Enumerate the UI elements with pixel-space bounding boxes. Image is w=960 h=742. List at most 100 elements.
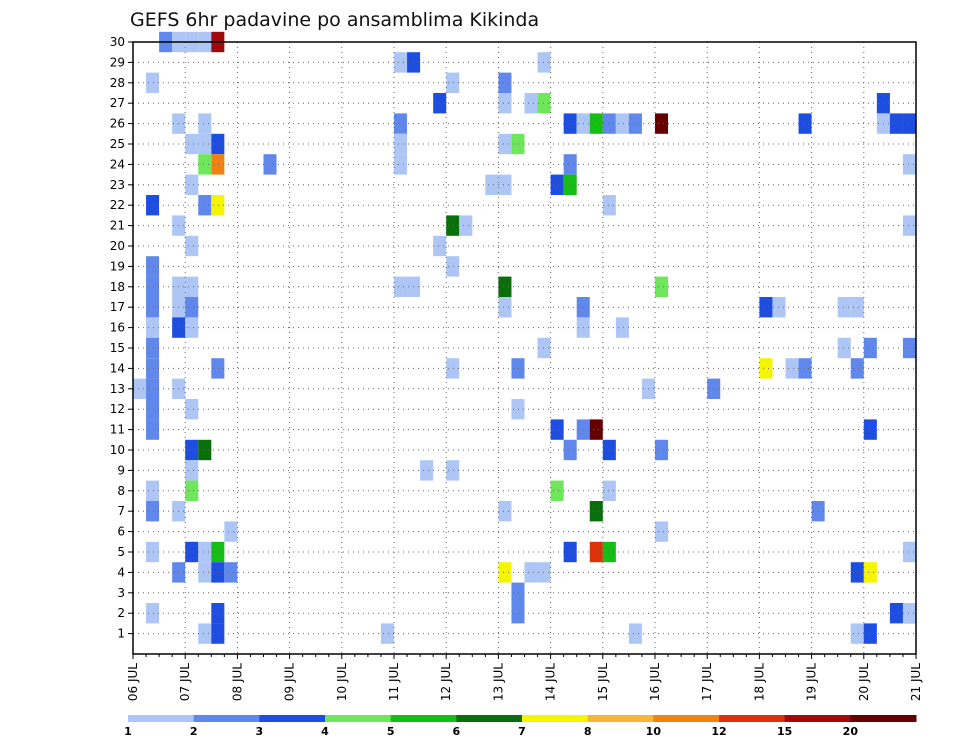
heat-cell	[759, 358, 773, 379]
heat-cell	[902, 113, 916, 134]
y-tick-label: 5	[117, 545, 125, 559]
colorbar-label: 7	[518, 725, 526, 738]
heat-cell	[563, 174, 577, 195]
heat-cell	[524, 93, 538, 114]
heat-cell	[902, 541, 916, 563]
heat-cell	[446, 358, 460, 379]
heat-cell	[589, 541, 603, 563]
heat-cell	[446, 215, 460, 236]
heat-cell	[185, 399, 199, 420]
x-tick-label: 20 JUL	[857, 663, 871, 701]
y-tick-label: 28	[110, 76, 125, 90]
heat-cell	[185, 480, 199, 501]
heat-cell	[146, 276, 160, 297]
x-tick-label: 09 JUL	[283, 663, 297, 701]
y-tick-label: 23	[110, 178, 125, 192]
colorbar: 1 2 3 4 5 6 7 8 10 12 15 20	[124, 715, 917, 738]
heat-cell	[185, 235, 199, 257]
heat-cell	[498, 297, 512, 318]
x-tick-label: 16 JUL	[648, 663, 662, 701]
y-tick-label: 4	[117, 565, 125, 579]
colorbar-label: 15	[777, 725, 792, 738]
heat-cell	[211, 154, 225, 175]
colorbar-segment	[850, 715, 917, 722]
heat-cell	[420, 460, 434, 481]
heat-cell	[433, 235, 447, 257]
x-tick-label: 14 JUL	[544, 663, 558, 701]
heat-cell	[394, 154, 408, 175]
x-tick-label: 08 JUL	[230, 663, 244, 701]
heat-cell	[863, 562, 877, 583]
colorbar-label: 12	[711, 725, 726, 738]
y-tick-label: 26	[110, 117, 125, 131]
heat-cell	[837, 337, 851, 359]
colorbar-segment	[784, 715, 851, 722]
heat-cell	[498, 174, 512, 195]
heat-cell	[146, 317, 160, 338]
heat-cell	[902, 337, 916, 359]
heat-cell	[524, 562, 538, 583]
heat-cell	[146, 195, 160, 216]
heat-cell	[146, 378, 160, 399]
heat-cell	[146, 603, 160, 624]
y-tick-label: 22	[110, 198, 125, 212]
heat-cell	[498, 72, 512, 93]
heat-cell	[198, 133, 212, 155]
x-tick-label: 13 JUL	[491, 663, 505, 701]
colorbar-segment	[259, 715, 326, 722]
heat-cell	[394, 276, 408, 297]
y-tick-label: 14	[110, 361, 125, 375]
heat-cell	[146, 480, 160, 501]
y-tick-label: 1	[117, 627, 125, 641]
heat-cell	[902, 215, 916, 236]
y-tick-label: 16	[110, 321, 125, 335]
colorbar-label: 3	[256, 725, 264, 738]
heat-cell	[185, 460, 199, 481]
colorbar-label: 5	[387, 725, 395, 738]
y-axis: 1234567891011121314151617181920212223242…	[110, 35, 133, 641]
heat-cell	[185, 439, 199, 461]
y-tick-label: 15	[110, 341, 125, 355]
heat-cell	[198, 113, 212, 134]
heat-cell	[446, 72, 460, 93]
heat-cell	[850, 623, 864, 644]
colorbar-label: 20	[843, 725, 859, 738]
x-tick-label: 12 JUL	[439, 663, 453, 701]
x-tick-label: 17 JUL	[700, 663, 714, 701]
x-tick-label: 06 JUL	[126, 663, 140, 701]
heat-cell	[211, 623, 225, 644]
heat-cell	[511, 399, 525, 420]
heat-cell	[837, 297, 851, 318]
heat-cell	[146, 358, 160, 379]
heat-cell	[537, 562, 551, 583]
heat-cell	[211, 562, 225, 583]
heat-cell	[537, 337, 551, 359]
heat-cell	[655, 276, 669, 297]
y-tick-label: 3	[117, 586, 125, 600]
colorbar-segment	[325, 715, 392, 722]
colorbar-segment	[719, 715, 786, 722]
heat-cell	[602, 113, 616, 134]
heat-cell	[211, 358, 225, 379]
y-tick-label: 24	[110, 157, 125, 171]
heat-cell	[146, 541, 160, 563]
heat-cell	[563, 439, 577, 461]
heat-cell	[446, 256, 460, 277]
heat-cell	[863, 337, 877, 359]
heat-cell	[655, 439, 669, 461]
heat-cell	[498, 93, 512, 114]
heat-cell	[655, 113, 669, 134]
heat-cell	[394, 133, 408, 155]
heat-cell	[146, 399, 160, 420]
y-tick-label: 8	[117, 484, 125, 498]
colorbar-label: 8	[584, 725, 592, 738]
x-axis: 06 JUL 07 JUL 08 JUL 09 JUL 10 JUL 11 JUL 12 J…	[126, 654, 923, 701]
y-tick-label: 29	[110, 55, 125, 69]
heat-cell	[198, 541, 212, 563]
cells-layer	[133, 31, 916, 644]
colorbar-segment	[390, 715, 457, 722]
heat-cell	[537, 52, 551, 73]
colorbar-segment	[456, 715, 523, 722]
heat-cell	[498, 133, 512, 155]
